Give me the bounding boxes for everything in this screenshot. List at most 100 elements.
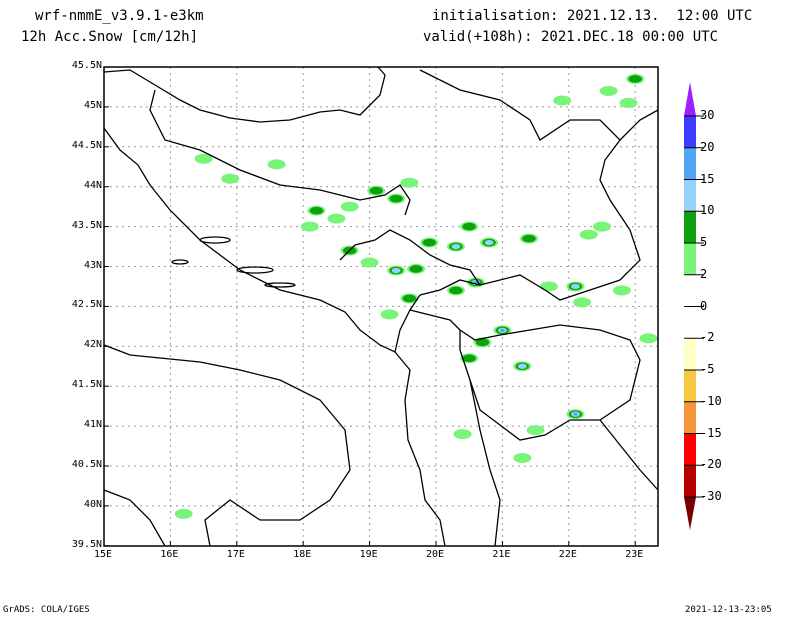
snow-contour — [639, 333, 658, 344]
snow-contour — [462, 354, 476, 363]
footer-credit: GrADS: COLA/IGES — [3, 605, 90, 615]
colorbar-bin — [684, 465, 696, 497]
snow-contour — [628, 75, 642, 83]
colorbar-bin — [684, 338, 696, 370]
snow-contour — [194, 153, 213, 164]
lat-label: 45.5N — [71, 60, 102, 71]
snow-contour — [593, 221, 611, 232]
lat-label: 45N — [83, 99, 102, 111]
snow-contour — [300, 221, 319, 232]
snow-contour — [360, 257, 379, 268]
snow-contour — [267, 159, 286, 170]
axis-ticks — [103, 66, 636, 547]
snow-contour — [553, 95, 572, 106]
snow-contour — [380, 309, 399, 320]
snow-contour — [599, 85, 618, 96]
lon-label: 19E — [359, 549, 378, 560]
lat-label: 40.5N — [71, 459, 102, 470]
colorbar-bin — [684, 433, 696, 466]
snow-contour — [619, 97, 638, 108]
lat-label: 43.5N — [71, 219, 102, 231]
colorbar-label: 15 — [700, 171, 715, 186]
snow-contour — [409, 265, 423, 273]
snow-contour — [462, 222, 476, 231]
snow-contour — [309, 206, 324, 215]
colorbar-label: -30 — [700, 489, 722, 503]
colorbar-label: 10 — [700, 203, 715, 218]
snow-contour — [539, 281, 558, 292]
snow-contour — [573, 297, 592, 308]
colorbar-low-arrow — [684, 497, 696, 530]
lon-label: 17E — [226, 549, 245, 560]
colorbar-high-arrow — [684, 82, 696, 116]
snow-contour — [513, 453, 532, 464]
snow-contour — [612, 285, 631, 296]
colorbar-bin — [684, 243, 696, 275]
colorbar-bin — [684, 306, 696, 339]
snow-contour — [221, 173, 240, 184]
footer-timestamp: 2021-12-13-23:05 — [685, 605, 772, 615]
colorbar-label: 5 — [700, 235, 708, 249]
snow-contour — [579, 229, 598, 240]
lon-label: 16E — [160, 549, 179, 560]
lon-label: 22E — [558, 549, 577, 560]
snow-contour — [500, 328, 505, 332]
valid-time: valid(+108h): 2021.DEC.18 00:00 UTC — [423, 29, 719, 45]
snow-contour — [571, 283, 580, 290]
snow-contour — [484, 239, 494, 246]
lat-label: 41N — [83, 419, 102, 431]
lon-label: 20E — [426, 549, 445, 560]
colorbar-label: 2 — [700, 266, 708, 281]
snow-contour — [475, 338, 490, 347]
snow-contour — [422, 238, 437, 247]
lat-label: 39.5N — [71, 538, 102, 550]
snow-contour — [369, 186, 383, 195]
snow-contour — [453, 429, 472, 440]
lat-label: 40N — [83, 498, 102, 510]
lat-label: 43N — [83, 259, 102, 271]
snow-contour — [402, 294, 417, 303]
colorbar — [684, 82, 704, 530]
snow-contour — [573, 412, 578, 416]
colorbar-label: 20 — [700, 139, 715, 154]
colorbar-bin — [684, 401, 696, 434]
model-name: wrf-nmmE_v3.9.1-e3km — [35, 8, 204, 24]
colorbar-label: -15 — [700, 425, 722, 440]
colorbar-bin — [684, 211, 696, 243]
colorbar-bin — [684, 147, 696, 180]
colorbar-label: 30 — [700, 108, 715, 122]
field-title: 12h Acc.Snow [cm/12h] — [21, 29, 199, 45]
colorbar-label: 0 — [700, 298, 708, 313]
lon-label: 23E — [625, 549, 644, 560]
colorbar-label: -10 — [700, 393, 722, 408]
init-time: initialisation: 2021.12.13. 12:00 UTC — [432, 8, 753, 24]
snow-contour — [526, 425, 545, 436]
snow-contour — [449, 286, 463, 295]
coastlines-borders — [103, 66, 659, 547]
colorbar-bin — [684, 179, 696, 212]
snow-contour — [340, 201, 359, 212]
lat-label: 42N — [83, 339, 102, 351]
snow-contour — [522, 234, 536, 243]
gridlines — [104, 67, 658, 546]
snow-contour — [451, 243, 461, 250]
snow-contour — [174, 508, 193, 519]
lat-label: 42.5N — [71, 299, 102, 311]
snow-contour — [517, 363, 527, 369]
snow-contour — [400, 177, 419, 188]
snow-field — [174, 73, 658, 519]
lon-label: 15E — [94, 549, 113, 560]
lon-label: 18E — [293, 549, 312, 560]
snow-contour — [389, 194, 403, 203]
lat-label: 44N — [83, 179, 102, 191]
colorbar-label: -20 — [700, 457, 722, 472]
colorbar-bin — [684, 370, 696, 402]
colorbar-bin — [684, 274, 696, 307]
snow-contour — [391, 267, 401, 274]
snow-contour — [327, 213, 346, 224]
colorbar-bin — [684, 116, 696, 148]
lon-label: 21E — [492, 549, 511, 560]
lat-label: 44.5N — [71, 139, 102, 151]
colorbar-label: -5 — [700, 362, 715, 376]
